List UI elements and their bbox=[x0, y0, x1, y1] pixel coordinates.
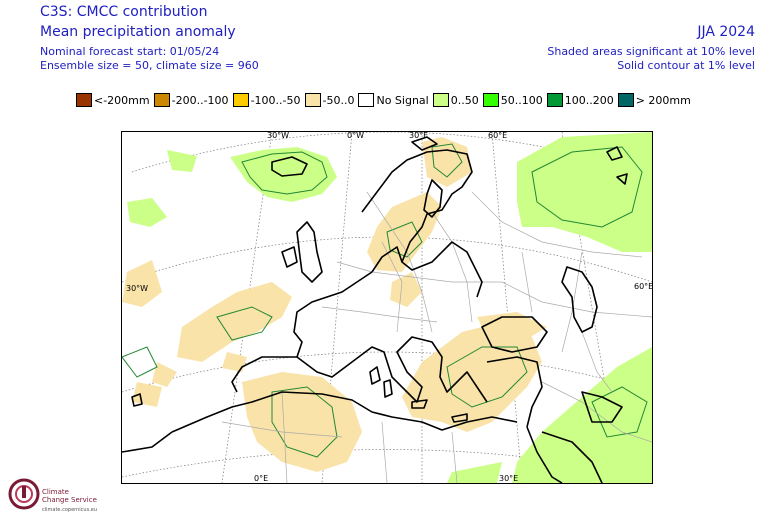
legend-swatch bbox=[482, 93, 499, 107]
lon-label-30e-top: 30°E bbox=[409, 131, 429, 140]
logo-url: climate.copernicus.eu bbox=[42, 507, 98, 513]
lon-label-30e-bottom: 30°E bbox=[499, 474, 519, 483]
legend-swatch bbox=[304, 93, 321, 107]
coastlines bbox=[122, 136, 628, 483]
legend-label: 100..200 bbox=[564, 93, 614, 107]
logo-line-1: Climate bbox=[42, 488, 69, 496]
legend-item: -50..0 bbox=[304, 93, 355, 107]
lon-label-0e: 0°E bbox=[254, 474, 269, 483]
legend-label: > 200mm bbox=[635, 93, 691, 107]
legend-item: -100..-50 bbox=[232, 93, 301, 107]
legend-item: > 200mm bbox=[617, 93, 691, 107]
legend-swatch bbox=[232, 93, 249, 107]
precip-anomaly-map bbox=[122, 132, 652, 483]
map-panel: 30°W 0°W 30°E 60°E 30°W 60°E 0°E 30°E bbox=[121, 131, 653, 484]
significance-note: Shaded areas significant at 10% level bbox=[547, 45, 755, 58]
legend-label: -100..-50 bbox=[250, 93, 301, 107]
forecast-start-text: Nominal forecast start: 01/05/24 bbox=[40, 45, 220, 58]
season-label: JJA 2024 bbox=[697, 24, 755, 40]
legend-swatch bbox=[153, 93, 170, 107]
logo-line-2: Change Service bbox=[42, 496, 97, 504]
legend-swatch bbox=[617, 93, 634, 107]
legend-label: -50..0 bbox=[322, 93, 355, 107]
lat-label-right: 60°E bbox=[634, 282, 653, 291]
legend-item: 0..50 bbox=[432, 93, 479, 107]
chart-title: C3S: CMCC contribution bbox=[40, 4, 208, 20]
lat-label-left: 30°W bbox=[126, 284, 149, 293]
significance-contours bbox=[122, 143, 648, 458]
chart-subtitle: Mean precipitation anomaly bbox=[40, 24, 236, 40]
color-legend: <-200mm -200..-100 -100..-50 -50..0 No Signa… bbox=[76, 93, 695, 107]
legend-label: <-200mm bbox=[94, 93, 150, 107]
lon-label-60e: 60°E bbox=[488, 131, 508, 140]
contour-note: Solid contour at 1% level bbox=[617, 59, 755, 72]
legend-item: 50..100 bbox=[482, 93, 543, 107]
legend-swatch bbox=[76, 93, 92, 107]
legend-item: -200..-100 bbox=[153, 93, 229, 107]
legend-item: <-200mm bbox=[76, 93, 150, 107]
lon-label-30w: 30°W bbox=[267, 131, 290, 140]
legend-label: 0..50 bbox=[450, 93, 479, 107]
legend-swatch bbox=[432, 93, 449, 107]
dry-anomaly-areas bbox=[122, 137, 547, 472]
legend-label: -200..-100 bbox=[171, 93, 229, 107]
legend-label: 50..100 bbox=[500, 93, 543, 107]
wet-anomaly-areas bbox=[127, 132, 652, 483]
climate-logo-icon bbox=[8, 478, 40, 510]
legend-swatch bbox=[546, 93, 563, 107]
legend-swatch bbox=[358, 93, 375, 107]
copernicus-logo: Climate Change Service climate.copernicu… bbox=[5, 473, 125, 518]
lon-label-0w: 0°W bbox=[347, 131, 364, 140]
legend-item: 100..200 bbox=[546, 93, 614, 107]
legend-label: No Signal bbox=[376, 93, 429, 107]
country-borders bbox=[221, 191, 652, 483]
ensemble-size-text: Ensemble size = 50, climate size = 960 bbox=[40, 59, 259, 72]
legend-item: No Signal bbox=[358, 93, 429, 107]
logo-text: Climate Change Service bbox=[42, 488, 97, 504]
